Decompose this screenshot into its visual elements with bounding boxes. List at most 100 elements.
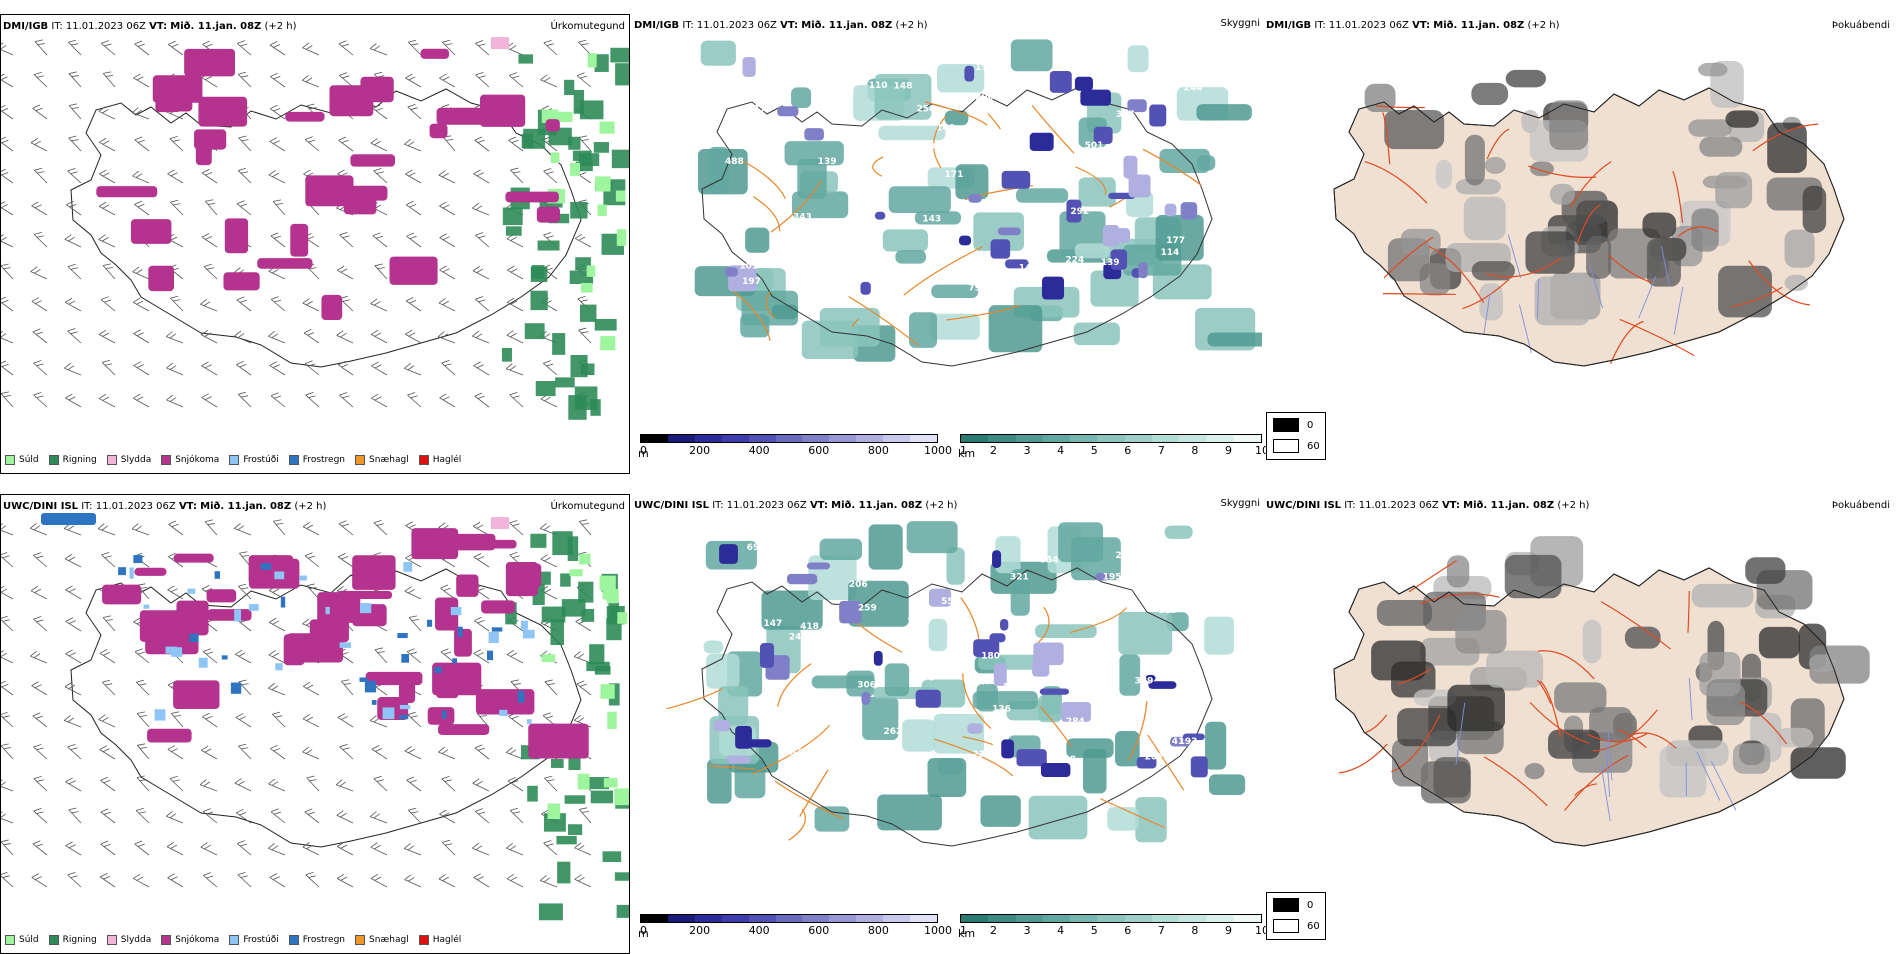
snow-area [194,129,226,149]
scale-color [1206,435,1233,442]
wind-barb [303,520,322,535]
rain-area [589,644,604,664]
visibility-m-area [1030,133,1054,151]
visibility-value-label: 250 [916,104,935,114]
wind-barb [339,70,357,87]
visibility-value-label: 97 [1016,626,1029,636]
wind-barb [100,775,119,791]
wind-barb [34,742,52,759]
fog-map [1264,14,1894,474]
visibility-m-area [998,228,1021,236]
panel-dmi-visibility: DMI/IGB IT: 11.01.2023 06Z VT: Mið. 11.j… [632,14,1262,474]
visibility-value-label: 259 [858,603,877,613]
rain-area [565,795,586,803]
wind-barb [407,390,425,407]
wind-barb [270,71,289,87]
fog-area [1725,111,1758,128]
snow-area [329,85,373,116]
visibility-value-label: 200 [975,92,994,102]
rain-area [615,872,630,880]
freezing-area [234,610,241,622]
scale-tick-label: 3 [1024,924,1031,937]
scale-tick-label: 2 [990,924,997,937]
scale-color [988,915,1015,922]
visibility-value-label: 389 [1135,677,1154,687]
legend-item: Rigning [49,455,97,465]
wind-barb [544,773,562,791]
freezing-area [261,563,271,570]
visibility-value-label: 170 [754,104,773,114]
visibility-m-area [719,544,738,564]
road-line [988,113,1001,129]
snow-area [428,707,455,725]
fog-legend-item: 0 [1273,898,1313,912]
visibility-value-label: 488 [725,157,744,167]
wind-barb [474,360,493,375]
wind-barb [475,38,493,55]
wind-barb [103,69,120,87]
fog-area [1647,238,1681,287]
fog-area [1642,213,1676,238]
visibility-km-area [1107,807,1138,831]
fog-area [1465,135,1485,186]
legend-label: Haglél [433,935,462,945]
rain-area [617,905,630,918]
wind-barb [1,870,18,887]
scale-color [1234,435,1261,442]
wind-barb [101,839,120,855]
freezing-area [222,655,228,659]
snow-area [472,540,517,549]
fog-area [1586,236,1611,279]
fog-area [1384,110,1444,149]
wind-barb [234,522,253,535]
legend-item: Súld [5,935,39,945]
visibility-m-area [1149,105,1166,127]
wind-barb [575,873,594,887]
visibility-value-label: 256 [837,125,856,135]
snow-area [438,724,489,735]
wind-barb [510,390,528,407]
wind-barb [370,42,389,55]
wind-barb [579,517,596,535]
fog-area [1433,757,1470,797]
visibility-km-area [1128,45,1149,72]
visibility-m-area [777,106,798,116]
freezing-area [281,597,285,608]
freezing-rain-area [41,513,96,525]
scale-tick-label: 7 [1158,444,1165,457]
wind-barb [268,842,287,855]
panel-header: UWC/DINI ISL IT: 11.01.2023 06Z VT: Mið.… [634,500,957,511]
visibility-value-label: 262 [884,727,903,737]
wind-barb [541,73,560,87]
scale-color [1152,915,1179,922]
legend-swatch [5,455,15,465]
scale-unit: km [958,447,975,460]
visibility-value-label: 147 [868,147,887,157]
visibility-km-area [802,321,858,359]
wind-barb [374,518,392,535]
wind-barb [202,392,221,407]
freezing-area [215,571,220,579]
wind-barb [32,680,51,695]
rain-area [557,862,570,884]
wind-barb [33,710,52,727]
legend-item: Snæhagl [355,935,409,945]
freezing-area [383,707,395,719]
visibility-value-label: 147 [764,619,783,629]
wind-barb [132,522,151,535]
wind-barb [476,70,494,87]
freezing-area [326,607,330,614]
wind-barb [270,39,289,55]
legend-swatch [161,935,171,945]
sleet-area [491,517,509,529]
wind-barb [1,167,17,183]
visibility-value-label: 176 [890,160,909,170]
scale-tick-label: 8 [1191,924,1198,937]
scale-color [1043,435,1070,442]
visibility-km-area [909,312,937,348]
visibility-m-area [787,574,817,584]
legend-item: Snjókoma [161,455,219,465]
visibility-km-area [701,41,736,66]
wind-barb [270,871,289,887]
